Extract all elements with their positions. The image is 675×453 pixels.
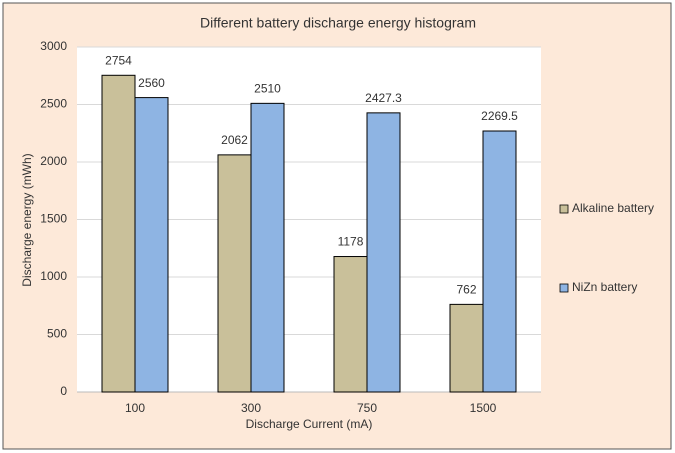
- value-label: 2269.5: [481, 109, 518, 123]
- y-tick-label: 2500: [40, 97, 67, 111]
- legend-swatch: [559, 283, 569, 293]
- x-tick-label: 300: [241, 401, 261, 415]
- value-label: 762: [456, 283, 476, 297]
- x-axis-label: Discharge Current (mA): [246, 417, 373, 431]
- y-axis-label: Discharge energy (mWh): [20, 153, 34, 286]
- chart-title: Different battery discharge energy histo…: [200, 15, 476, 31]
- value-label: 2062: [221, 133, 248, 147]
- bar: [333, 256, 368, 393]
- y-tick-label: 3000: [40, 39, 67, 53]
- y-tick-label: 0: [60, 384, 67, 398]
- bar: [449, 303, 484, 393]
- value-label: 2427.3: [365, 91, 402, 105]
- bar: [482, 130, 517, 393]
- y-tick-label: 2000: [40, 154, 67, 168]
- y-tick-label: 1500: [40, 212, 67, 226]
- legend-label: Alkaline battery: [572, 201, 654, 215]
- y-tick-label: 500: [47, 327, 67, 341]
- legend-swatch: [559, 204, 569, 214]
- x-tick-label: 100: [125, 401, 145, 415]
- bar: [250, 102, 285, 393]
- value-label: 2510: [254, 82, 281, 96]
- bar: [217, 154, 252, 393]
- bar: [101, 74, 136, 393]
- x-tick-label: 750: [357, 401, 377, 415]
- value-label: 1178: [338, 235, 364, 249]
- bar: [366, 112, 401, 393]
- legend-label: NiZn battery: [572, 280, 637, 294]
- x-tick-label: 1500: [470, 401, 497, 415]
- value-label: 2560: [138, 76, 165, 90]
- value-label: 2754: [105, 53, 132, 67]
- y-tick-label: 1000: [40, 269, 67, 283]
- bar: [134, 97, 169, 393]
